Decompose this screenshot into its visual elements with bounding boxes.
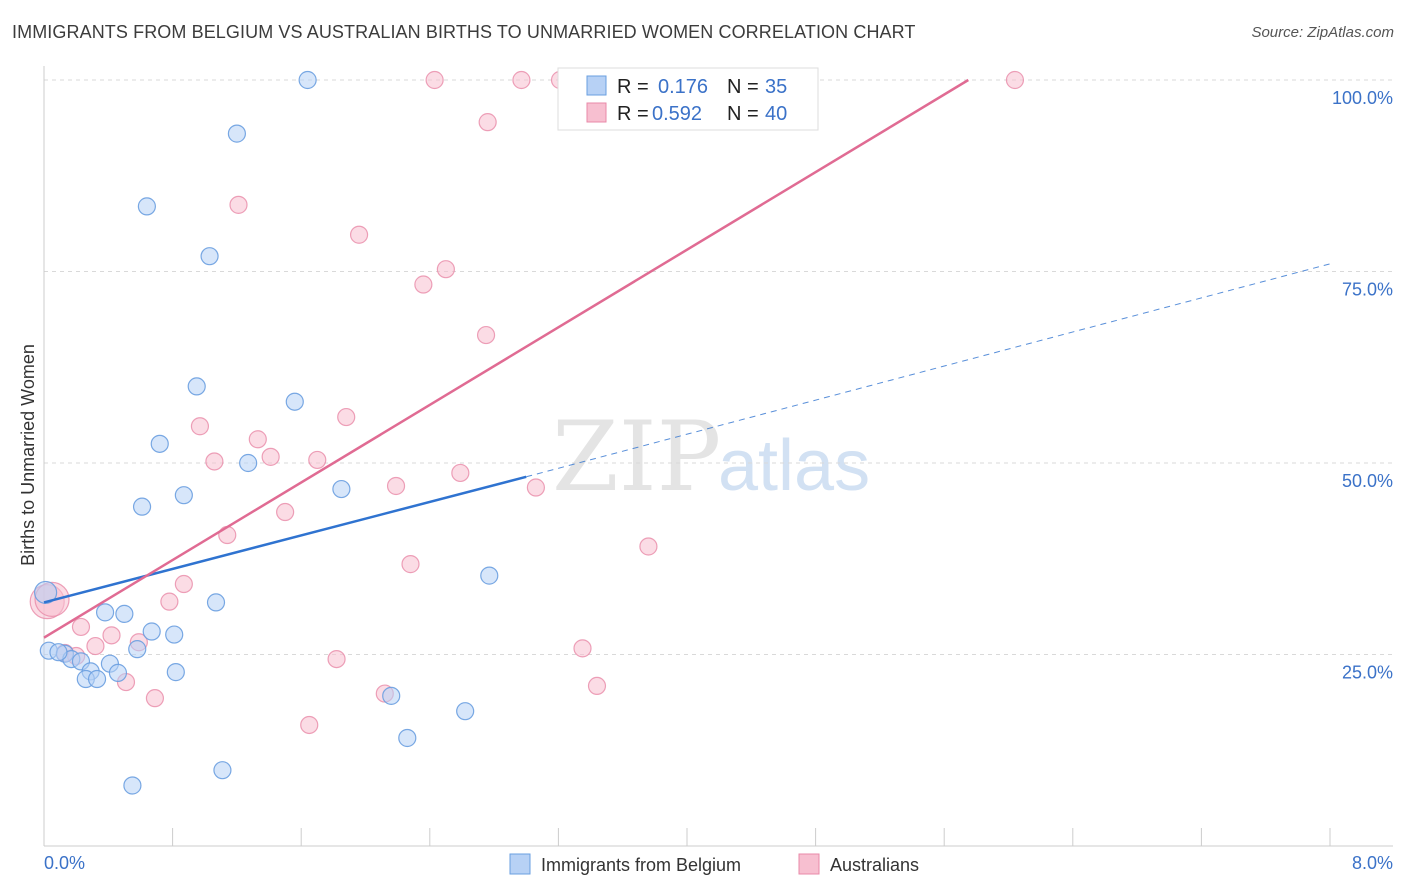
australians-point-12 [248,430,267,449]
belgium-point-34 [49,643,68,662]
australians-point-10 [337,407,356,427]
australians-point-9 [476,325,496,345]
australians-point-19 [276,502,295,522]
belgium-point-12 [34,580,58,605]
australians-point-34 [587,676,607,696]
australians-point-26 [71,617,91,637]
australians-point-36 [145,689,165,708]
australians-point-24 [160,592,179,611]
x-tick-label-min: 0.0% [44,853,85,873]
bottom-legend-label-australians: Australians [830,855,919,875]
australians-point-5 [229,195,248,214]
legend-r-value-2: 0.592 [652,103,702,125]
belgium-point-6 [150,434,169,453]
belgium-point-9 [332,479,351,499]
belgium-trend-line [43,475,527,604]
belgium-point-2 [137,197,156,216]
series-legend: Immigrants from Belgium Australians [509,853,919,875]
belgium-points [34,70,499,795]
legend-swatch-pink [586,102,607,123]
bottom-legend-swatch-pink [798,853,820,875]
y-tick-label-50: 50.0% [1342,471,1393,491]
legend-n-value-1: 35 [765,76,787,98]
australians-point-14 [205,452,224,471]
australians-point-23 [174,574,193,594]
australians-point-7 [436,260,455,279]
belgium-point-29 [382,686,401,705]
belgium-point-30 [456,702,475,721]
belgium-point-33 [123,776,142,795]
belgium-point-13 [206,593,226,612]
australians-point-30 [573,639,592,658]
belgium-point-17 [165,625,184,644]
australians-point-0 [425,70,444,90]
australians-point-8 [414,275,433,294]
legend-n-label-2: N = [727,103,759,125]
australians-point-4 [478,113,497,132]
australians-trend-line [43,78,969,639]
bottom-legend-label-belgium: Immigrants from Belgium [541,855,741,875]
belgium-point-10 [132,497,152,516]
belgium-point-28 [87,669,107,689]
y-tick-labels: 25.0% 50.0% 75.0% 100.0% [1332,88,1393,683]
bottom-legend-swatch-blue [509,853,531,875]
belgium-point-31 [398,728,417,748]
y-tick-label-25: 25.0% [1342,663,1393,683]
australians-point-17 [386,476,406,496]
x-tick-label-max: 8.0% [1352,853,1393,873]
y-tick-label-100: 100.0% [1332,88,1393,108]
chart-title: IMMIGRANTS FROM BELGIUM VS AUSTRALIAN BI… [12,22,916,42]
australians-point-16 [451,463,470,483]
belgium-point-4 [187,377,206,396]
y-tick-label-75: 75.0% [1342,280,1393,300]
australians-point-21 [639,537,658,556]
stats-legend: R = 0.176 N = 35 R = 0.592 N = 40 [557,67,819,131]
legend-swatch-blue [586,75,607,96]
belgium-point-16 [142,622,161,641]
legend-r-value-1: 0.176 [658,76,708,98]
australians-point-29 [86,636,105,656]
source-label: Source: ZipAtlas.com [1251,24,1394,41]
australians-point-22 [401,555,420,574]
australians-point-20 [218,525,237,545]
belgium-point-15 [115,604,134,624]
belgium-point-0 [298,70,317,90]
belgium-point-11 [480,566,499,585]
australians-point-13 [261,447,280,466]
australians-point-32 [327,649,346,669]
australians-point-37 [300,715,319,735]
australians-point-6 [349,225,369,244]
australians-point-15 [308,450,327,470]
belgium-point-25 [108,663,128,682]
watermark-zip: ZIP [552,401,721,513]
belgium-point-26 [166,663,185,682]
belgium-point-1 [227,124,246,143]
belgium-point-7 [239,453,258,473]
legend-n-label-1: N = [727,76,759,98]
legend-n-value-2: 40 [765,103,787,125]
belgium-point-18 [128,640,147,659]
belgium-point-32 [213,761,232,780]
belgium-point-3 [200,247,219,266]
y-axis-label: Births to Unmarried Women [18,344,38,566]
axes [43,66,1393,847]
legend-r-label-2: R = [617,103,649,125]
australians-point-18 [526,478,545,497]
australians-point-3 [1005,70,1025,90]
watermark-atlas: atlas [718,426,870,506]
australians-point-1 [512,70,531,90]
belgium-point-8 [174,486,193,505]
australians-point-11 [190,417,210,436]
australians-point-27 [102,626,121,645]
gridlines [44,79,1393,655]
legend-r-label-1: R = [617,76,649,98]
belgium-point-5 [285,392,304,411]
belgium-point-14 [95,603,115,622]
trend-lines [43,78,1331,639]
belgium-trend-extension [526,263,1331,478]
